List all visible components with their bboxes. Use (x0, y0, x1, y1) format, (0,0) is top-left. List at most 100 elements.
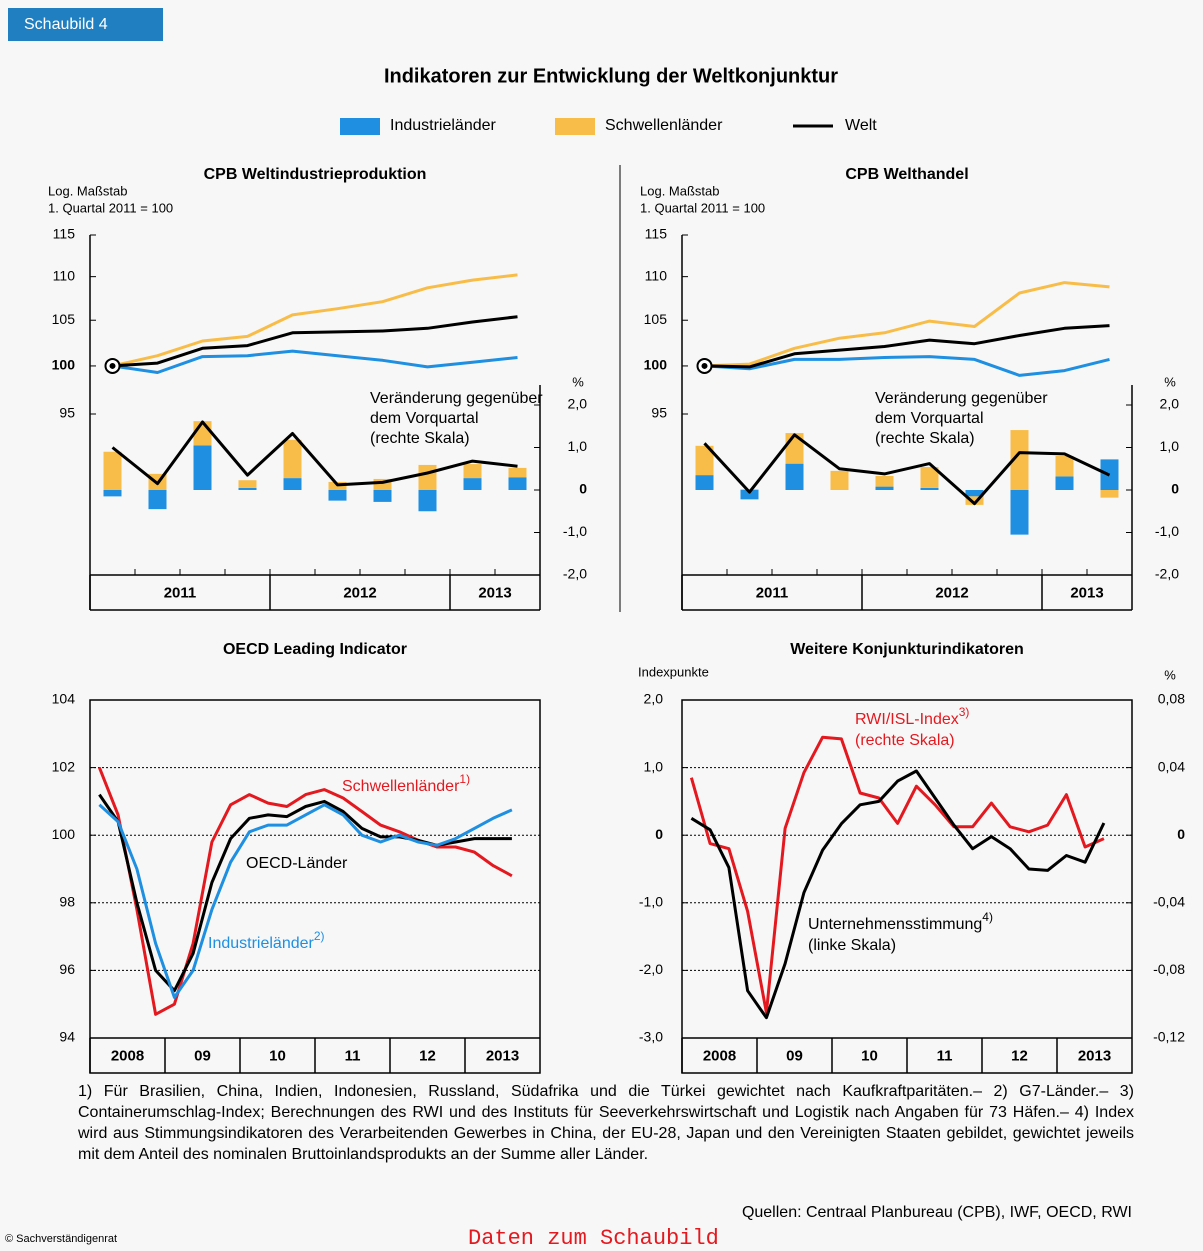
y-tick-label: -2,0 (639, 961, 663, 977)
y-tick-label: 102 (52, 758, 76, 774)
bar (328, 490, 347, 501)
bar (148, 490, 167, 510)
y2-tick-label: -1,0 (563, 523, 587, 539)
y-tick-label: 105 (644, 311, 668, 327)
y2-tick-label: 1,0 (1160, 438, 1180, 454)
bar (875, 475, 894, 487)
tab-background (8, 8, 163, 41)
bar (1010, 430, 1029, 490)
y2-axis-label: % (1164, 667, 1176, 682)
y2-axis-label: % (1164, 374, 1176, 389)
series-note: 4) (982, 910, 993, 924)
line (703, 433, 1111, 506)
annotation: Veränderung gegenüber (370, 390, 543, 407)
bar (193, 421, 212, 446)
y-tick-label: 96 (59, 961, 75, 977)
panel-title: CPB Weltindustrieproduktion (204, 166, 427, 183)
annotation: dem Vorquartal (370, 410, 479, 427)
series-label: Industrieländer2) (208, 929, 325, 952)
bar (1010, 490, 1029, 535)
footnotes: 1) Für Brasilien, China, Indien, Indones… (78, 1083, 1134, 1163)
plot-frame (681, 699, 1133, 1074)
series-name: Unternehmensstimmung (808, 916, 982, 933)
y2-tick-label: -0,08 (1153, 961, 1185, 977)
bar (238, 480, 257, 488)
y-tick-label: 115 (645, 226, 668, 242)
y-tick-label: 100 (52, 826, 76, 842)
series-label: Unternehmensstimmung4) (808, 910, 993, 933)
y-tick-label: 98 (59, 894, 75, 910)
x-tick-label: 11 (345, 1047, 361, 1064)
bar (103, 451, 122, 490)
bar (283, 478, 302, 490)
line (98, 767, 513, 1016)
y-tick-label: 104 (52, 691, 76, 707)
x-tick-label: 2008 (703, 1047, 736, 1064)
bar (508, 477, 527, 490)
y2-tick-label: 0,04 (1158, 758, 1185, 774)
bar (1055, 456, 1074, 477)
y-tick-label: 105 (52, 311, 76, 327)
bar (373, 478, 392, 490)
y-tick-label: 0 (655, 826, 663, 842)
x-tick-label: 10 (269, 1047, 286, 1064)
annotation: (rechte Skala) (370, 430, 470, 447)
y2-tick-label: -2,0 (563, 566, 587, 582)
y2-tick-label: 2,0 (1160, 396, 1180, 412)
bar (418, 490, 437, 512)
y2-tick-label: 0 (1177, 826, 1185, 842)
bar (965, 496, 984, 505)
y-tick-label: 95 (651, 405, 667, 421)
series-name: Industrieländer (208, 935, 315, 952)
bar (785, 433, 804, 464)
y-tick-label: 94 (59, 1029, 75, 1045)
plot-frame (89, 699, 541, 1074)
series-name: Schwellenländer (342, 778, 460, 795)
data-link[interactable]: Daten zum Schaubild (468, 1226, 719, 1251)
bar (463, 478, 482, 490)
bar (920, 467, 939, 488)
y-tick-label: -3,0 (639, 1029, 663, 1045)
bar (875, 486, 894, 490)
y2-tick-label: 0 (1171, 481, 1179, 497)
y-axis-label: Indexpunkte (638, 664, 709, 679)
line (112, 315, 518, 368)
bar (463, 464, 482, 479)
y2-tick-label: 0,08 (1158, 691, 1185, 707)
line (112, 349, 518, 374)
x-tick-label: 11 (937, 1047, 953, 1064)
legend-swatch (555, 118, 595, 135)
y-tick-label: 95 (59, 405, 75, 421)
y2-tick-label: -2,0 (1155, 566, 1179, 582)
x-tick-label: 09 (194, 1047, 211, 1064)
bar (238, 487, 257, 490)
x-tick-label: 2008 (111, 1047, 144, 1064)
series-label: OECD-Länder (246, 855, 348, 872)
y-tick-label: -1,0 (639, 894, 663, 910)
y-axis-label: Log. Maßstab (48, 183, 128, 198)
y-tick-label: 100 (52, 357, 76, 373)
x-tick-label: 10 (861, 1047, 878, 1064)
bar (695, 445, 714, 476)
series-label: Schwellenländer1) (342, 772, 470, 795)
tab-label: Schaubild 4 (24, 16, 108, 33)
bar (695, 475, 714, 490)
y-tick-label: 110 (53, 267, 76, 283)
series-name: OECD-Länder (246, 855, 348, 872)
copyright: © Sachverständigenrat (5, 1233, 118, 1245)
bar (785, 463, 804, 490)
x-tick-label: 2012 (343, 584, 376, 601)
bar (740, 489, 759, 490)
panel-title: Weitere Konjunkturindikatoren (790, 641, 1024, 658)
line (98, 803, 513, 999)
line (704, 355, 1110, 377)
legend-swatch (340, 118, 380, 135)
series-note: 2) (314, 929, 325, 943)
bar (418, 464, 437, 490)
bar (373, 490, 392, 502)
x-tick-label: 2013 (486, 1047, 519, 1064)
bar (830, 470, 849, 490)
y2-tick-label: 0 (579, 481, 587, 497)
bar (193, 445, 212, 490)
